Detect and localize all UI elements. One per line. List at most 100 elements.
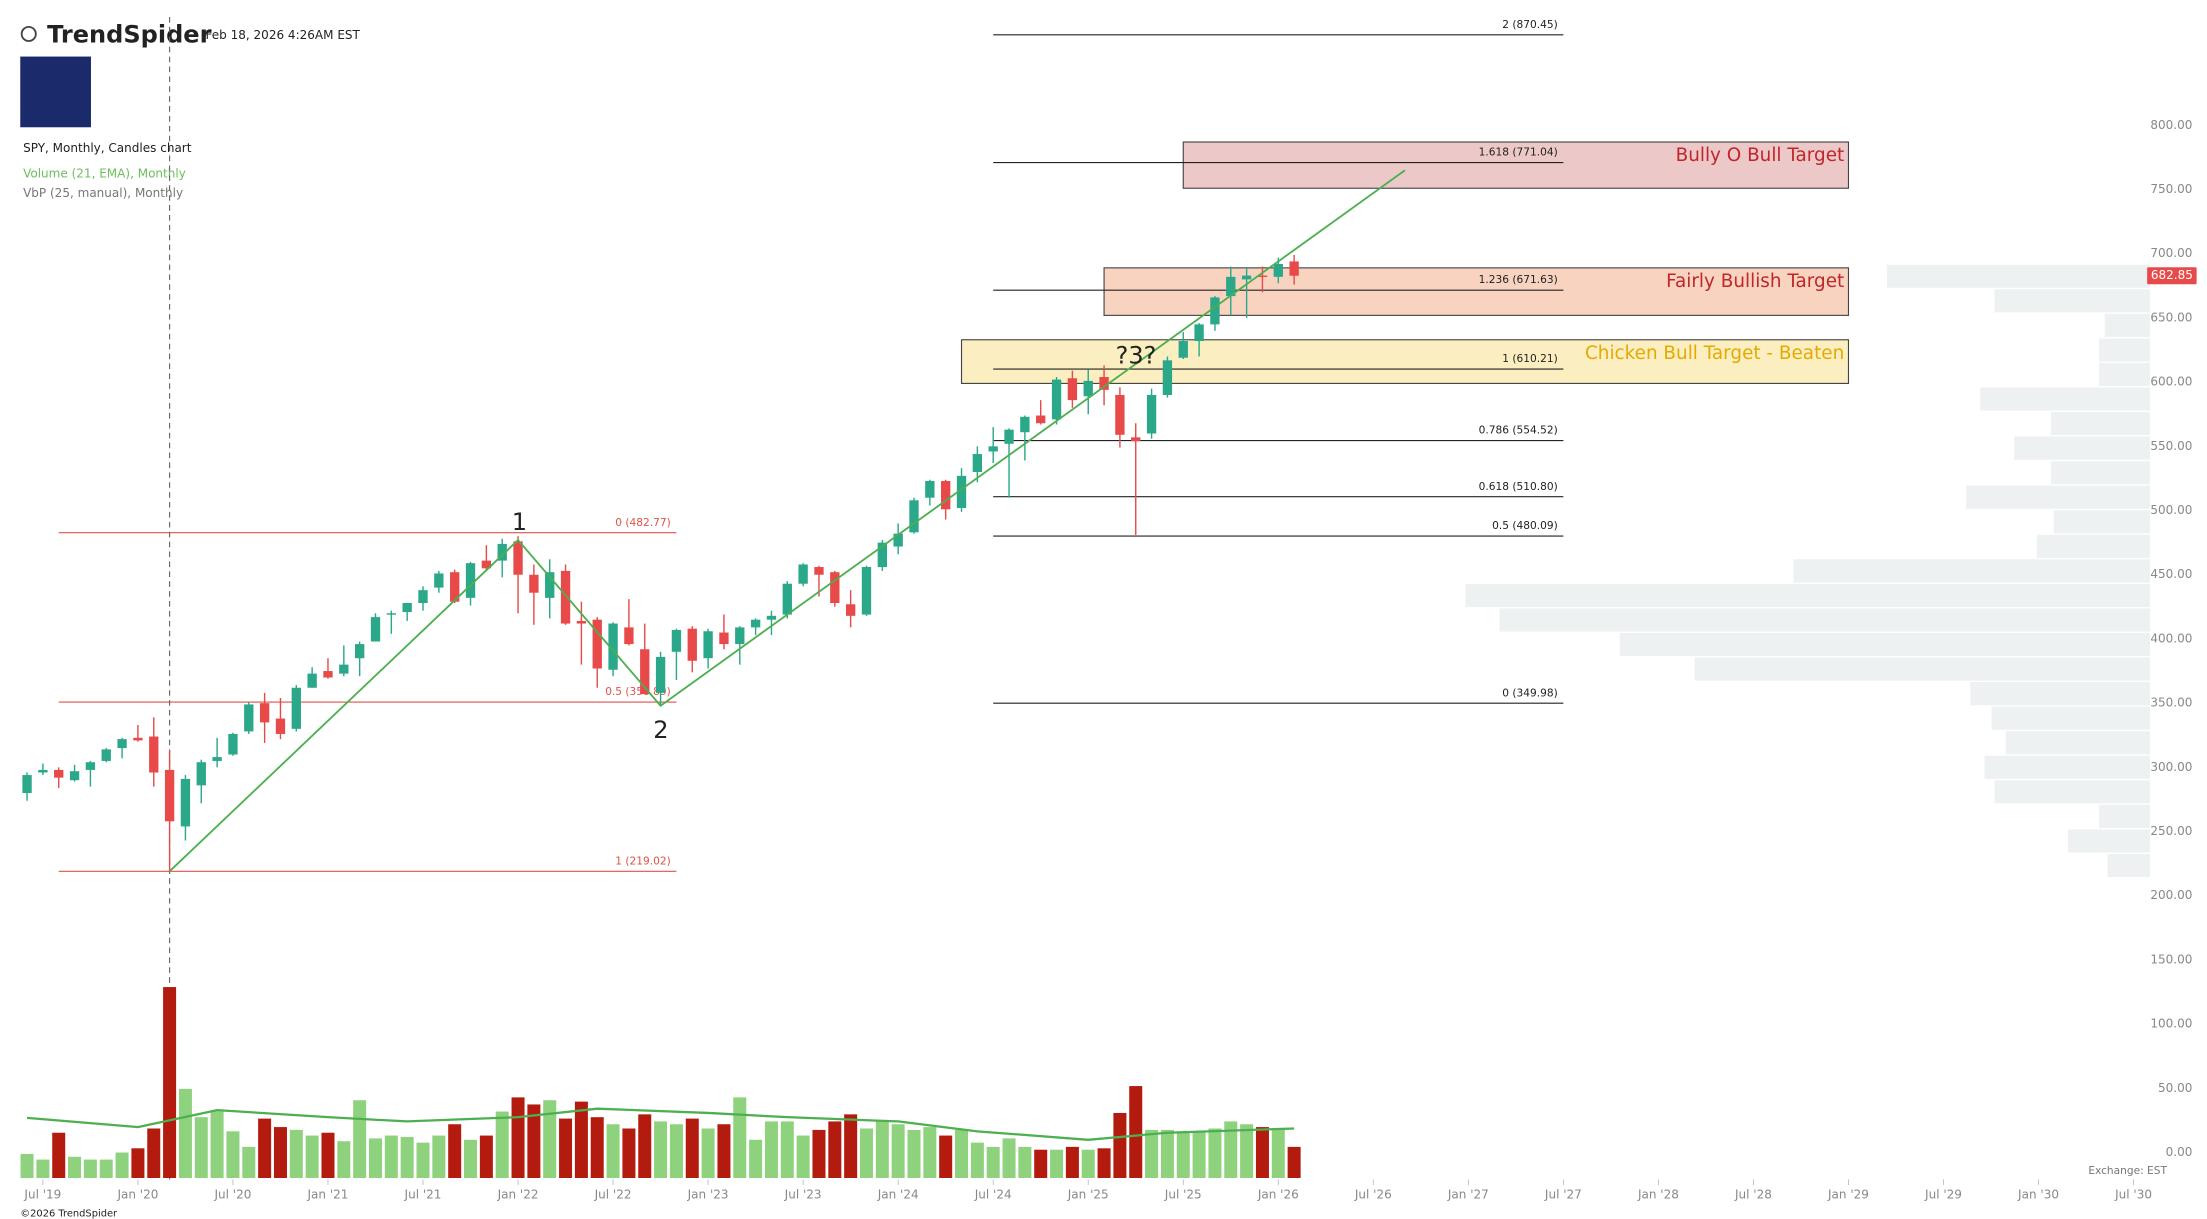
vbp-bar <box>1991 706 2150 730</box>
volume-bar <box>147 1128 161 1178</box>
volume-bar <box>178 1088 192 1178</box>
vbp-bar <box>2036 534 2150 558</box>
y-tick-label: 100.00 <box>2150 1017 2192 1031</box>
vbp-bar <box>2053 510 2150 534</box>
volume-bar <box>939 1135 953 1178</box>
last-price-box <box>2147 267 2197 285</box>
volume-bar <box>416 1142 430 1178</box>
volume-bar <box>875 1121 889 1178</box>
volume-bar <box>543 1100 557 1178</box>
vbp-bar <box>1994 780 2150 804</box>
y-tick-label: 50.00 <box>2158 1081 2192 1095</box>
x-tick-label: Jan '27 <box>1447 1187 1489 1201</box>
volume-bar <box>163 987 177 1178</box>
candle-body <box>69 771 80 781</box>
volume-bar <box>368 1138 382 1178</box>
fib-label: 1 (610.21) <box>1502 353 1557 365</box>
candle-body <box>1131 437 1141 442</box>
y-tick-label: 650.00 <box>2150 310 2192 324</box>
candle-body <box>307 673 317 688</box>
volume-bar <box>289 1129 303 1178</box>
volume-bar <box>717 1124 731 1178</box>
vbp-bar <box>2050 411 2150 436</box>
y-tick-label: 700.00 <box>2150 246 2192 260</box>
x-tick-label: Jul '26 <box>1354 1187 1392 1201</box>
volume-bar <box>305 1135 319 1178</box>
candle-body <box>877 542 887 568</box>
candle-body <box>655 656 666 693</box>
symbol-logo <box>20 56 91 128</box>
candle-body <box>434 573 444 588</box>
candle-body <box>402 602 412 612</box>
x-tick-label: Jul '24 <box>974 1187 1012 1201</box>
y-tick-label: 450.00 <box>2150 567 2192 581</box>
volume-bar <box>606 1124 620 1178</box>
volume-bar <box>1129 1086 1143 1178</box>
vbp-bar <box>1465 583 2150 608</box>
candle-body <box>766 615 777 620</box>
candle-body <box>450 572 460 602</box>
x-tick-label: Jan '29 <box>1827 1187 1869 1201</box>
x-tick-label: Jul '22 <box>594 1187 632 1201</box>
candle-body <box>275 718 286 734</box>
x-tick-label: Jan '21 <box>307 1187 349 1201</box>
target-zone <box>960 339 1850 384</box>
x-tick-label: Jan '22 <box>497 1187 539 1201</box>
candle-body <box>1051 379 1062 420</box>
candle-body <box>861 567 872 615</box>
volume-bar <box>1240 1124 1254 1178</box>
volume-bar <box>780 1121 794 1178</box>
volume-bar <box>764 1121 778 1178</box>
timestamp: Feb 18, 2026 4:26AM EST <box>206 28 361 42</box>
vbp-bar <box>2099 338 2150 362</box>
candle-body <box>798 564 808 584</box>
fib-label: 1 (219.02) <box>615 855 670 867</box>
y-tick-label: 600.00 <box>2150 375 2192 389</box>
volume-bar <box>400 1136 414 1178</box>
fib-label: 0.5 (480.09) <box>1492 520 1558 532</box>
volume-bar <box>812 1129 826 1178</box>
y-tick-label: 750.00 <box>2150 182 2192 196</box>
vbp-bar <box>2050 461 2150 485</box>
candle-body <box>228 733 238 755</box>
vbp-bar <box>2014 436 2150 460</box>
volume-bar <box>68 1156 82 1178</box>
candle-body <box>956 475 967 508</box>
candle-body <box>1067 378 1078 401</box>
volume-bar <box>685 1118 699 1178</box>
volume-bar <box>1287 1146 1301 1178</box>
y-tick-label: 500.00 <box>2150 503 2192 517</box>
candle-body <box>782 583 792 615</box>
volume-bar <box>574 1101 588 1178</box>
candle-body <box>560 570 571 624</box>
volume-bar <box>955 1129 969 1178</box>
candle-body <box>117 739 127 749</box>
fib-label: 0 (349.98) <box>1502 687 1557 699</box>
candle-body <box>1146 394 1157 434</box>
x-tick-label: Jan '25 <box>1067 1187 1109 1201</box>
volume-bar <box>844 1114 858 1178</box>
candle-body <box>291 687 301 729</box>
vbp-bar <box>1994 289 2150 313</box>
volume-bar <box>669 1124 683 1178</box>
candle-body <box>1226 276 1236 297</box>
candle-body <box>54 769 64 778</box>
exchange: Exchange: EST <box>2088 1165 2167 1177</box>
fib-label: 2 (870.45) <box>1502 19 1557 31</box>
candle-body <box>38 769 48 773</box>
candle-body <box>180 778 191 827</box>
x-tick-label: Jul '20 <box>213 1187 251 1201</box>
volume-bar <box>83 1159 97 1178</box>
candle-body <box>354 644 365 659</box>
volume-bar <box>828 1121 842 1178</box>
candle-body <box>513 541 523 575</box>
vbp-bar <box>2107 853 2150 878</box>
volume-bar <box>131 1148 145 1178</box>
volume-bar <box>432 1135 446 1178</box>
y-tick-label: 400.00 <box>2150 631 2192 645</box>
candle-body <box>576 620 587 624</box>
volume-bar <box>495 1111 509 1178</box>
vbp-bar <box>1966 485 2150 509</box>
volume-bar <box>1145 1129 1159 1178</box>
